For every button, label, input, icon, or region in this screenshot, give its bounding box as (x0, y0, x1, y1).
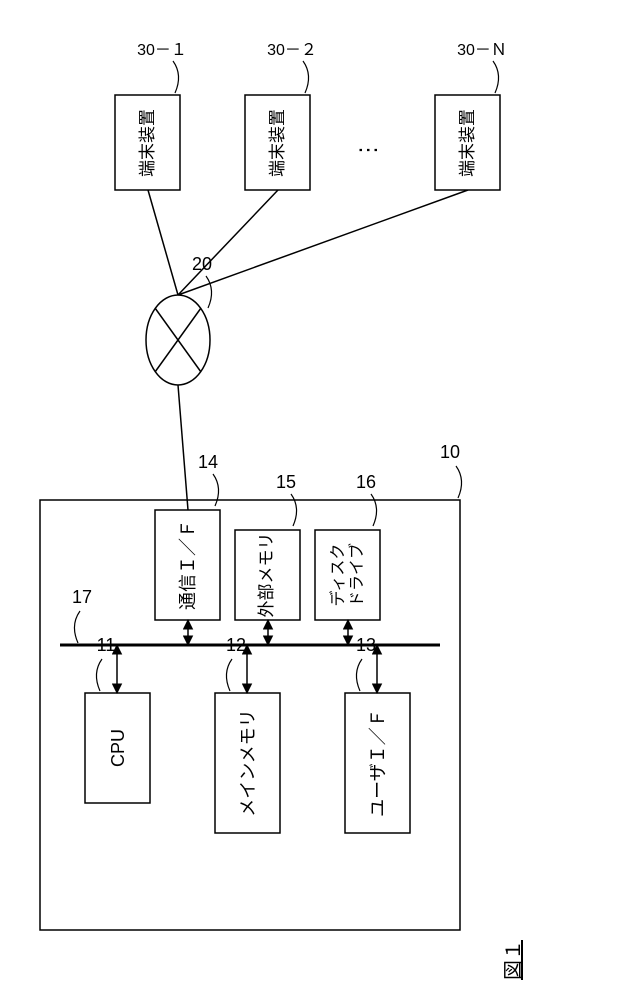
label-30-1: 30－１ (137, 42, 187, 59)
label-13: 13 (356, 635, 376, 655)
label-14: 14 (198, 452, 218, 472)
disk-text-1: ディスク (328, 544, 347, 607)
label-15: 15 (276, 472, 296, 492)
label-20: 20 (192, 254, 212, 274)
commif-block: 通信Ｉ／Ｆ 14 (155, 452, 220, 645)
terminal-2: 端末装置 30－２ (245, 42, 317, 190)
userif-text: ユーザＩ／Ｆ (368, 709, 388, 817)
commif-text: 通信Ｉ／Ｆ (178, 520, 198, 610)
terminal-2-text: 端末装置 (268, 109, 287, 177)
mainmem-text: メインメモリ (238, 709, 258, 816)
lead-17 (74, 611, 80, 643)
userif-block: ユーザＩ／Ｆ 13 (345, 635, 410, 833)
cpu-text: CPU (108, 729, 128, 767)
label-16: 16 (356, 472, 376, 492)
terminal-n-text: 端末装置 (458, 109, 477, 177)
terminal-1: 端末装置 30－１ (115, 42, 187, 190)
lead-10 (456, 466, 462, 498)
label-11: 11 (97, 635, 116, 655)
mainmem-block: メインメモリ 12 (215, 635, 280, 833)
label-30-2: 30－２ (267, 42, 317, 59)
network-node: 20 (146, 190, 468, 510)
extmem-text: 外部メモリ (257, 533, 276, 618)
cpu-block: CPU 11 (85, 635, 150, 803)
label-10: 10 (440, 442, 460, 462)
figure-caption: 図１ (503, 940, 525, 980)
label-17: 17 (72, 587, 92, 607)
figure-1-diagram: 10 17 CPU 11 メインメモリ 12 ユーザＩ／Ｆ 13 通信Ｉ／Ｆ 1… (0, 0, 640, 997)
extmem-block: 外部メモリ 15 (235, 472, 300, 645)
label-30-n: 30－Ｎ (457, 42, 507, 59)
terminal-n: 端末装置 30－Ｎ (435, 42, 507, 190)
label-12: 12 (226, 635, 246, 655)
terminal-1-text: 端末装置 (138, 109, 157, 177)
disk-text-2: ドライブ (347, 543, 366, 607)
terminals-ellipsis: ⋮ (355, 139, 380, 161)
disk-block: ディスク ドライブ 16 (315, 472, 380, 645)
